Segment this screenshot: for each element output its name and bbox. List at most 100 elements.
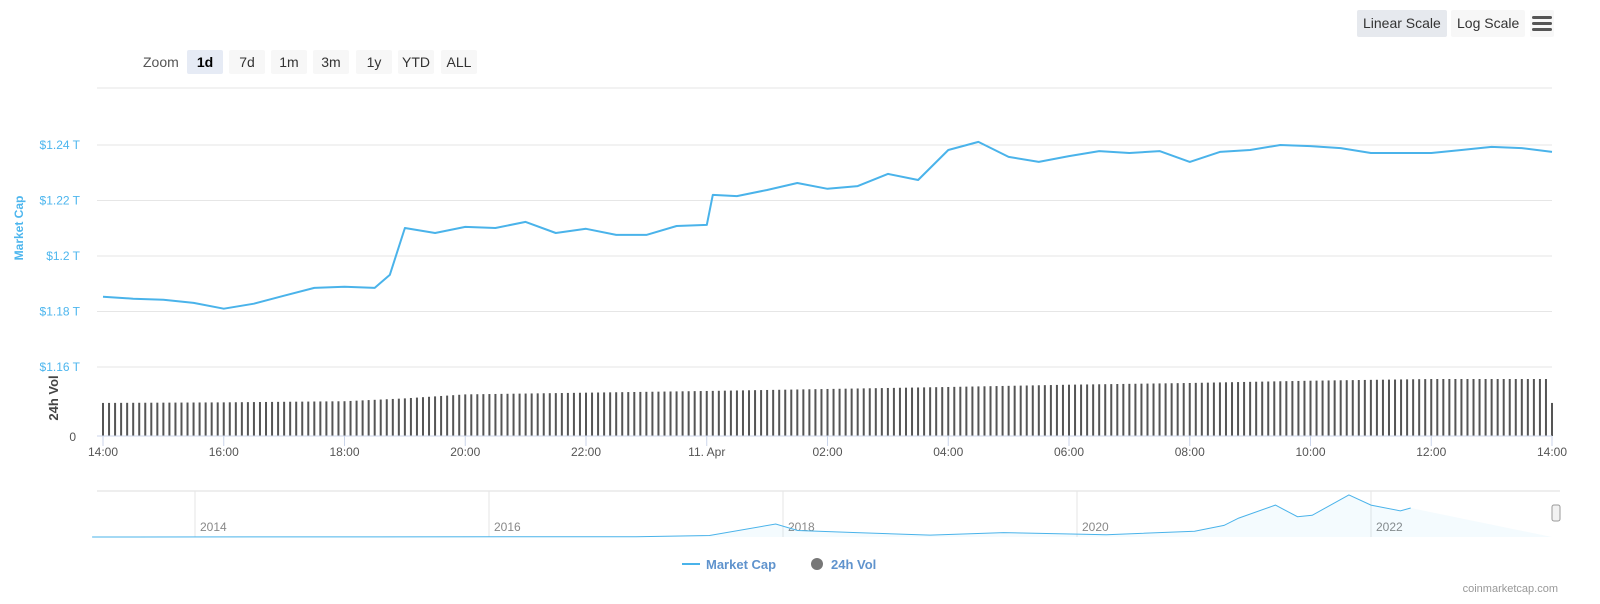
volume-bar	[186, 402, 189, 436]
hamburger-menu-icon[interactable]	[1530, 10, 1554, 37]
volume-bar	[500, 393, 503, 436]
volume-bar	[307, 401, 310, 436]
volume-bar	[428, 396, 431, 436]
volume-bar	[228, 402, 231, 436]
zoom-button-ytd[interactable]: YTD	[398, 50, 434, 74]
volume-bar	[1255, 381, 1258, 436]
volume-bar	[838, 388, 841, 436]
volume-bar	[1261, 381, 1264, 436]
volume-bar	[222, 402, 225, 436]
volume-bar	[1049, 385, 1052, 436]
x-tick-label: 04:00	[933, 445, 963, 459]
volume-bar	[820, 389, 823, 436]
volume-bar	[862, 388, 865, 436]
volume-bar	[1055, 384, 1058, 436]
volume-bar	[409, 397, 412, 436]
volume-bar	[470, 394, 473, 436]
volume-bar	[971, 386, 974, 436]
volume-bar	[1116, 384, 1119, 436]
volume-bar	[313, 401, 316, 436]
volume-bar	[959, 386, 962, 436]
zoom-button-3m[interactable]: 3m	[313, 50, 349, 74]
volume-bar	[132, 402, 135, 436]
volume-bar	[1544, 379, 1547, 436]
volume-bar	[681, 391, 684, 436]
volume-bar	[1098, 384, 1101, 436]
volume-bar	[729, 390, 732, 436]
legend-volume[interactable]: 24h Vol	[831, 557, 876, 572]
volume-bar	[603, 392, 606, 436]
volume-bar	[597, 392, 600, 436]
volume-bar	[850, 388, 853, 436]
volume-bar	[578, 392, 581, 436]
volume-bar	[319, 401, 322, 436]
x-tick-label: 20:00	[450, 445, 480, 459]
volume-bar	[856, 388, 859, 436]
volume-bar	[880, 388, 883, 436]
zoom-button-all[interactable]: ALL	[441, 50, 477, 74]
volume-bar	[1412, 379, 1415, 436]
volume-bar	[367, 400, 370, 436]
volume-bar	[1339, 380, 1342, 436]
volume-bar	[1122, 383, 1125, 436]
credit-link[interactable]: coinmarketcap.com	[1462, 583, 1558, 595]
y2-axis-title: 24h Vol	[46, 375, 61, 420]
volume-bar	[917, 387, 920, 436]
volume-bar	[1321, 380, 1324, 436]
zoom-button-1d[interactable]: 1d	[187, 50, 223, 74]
volume-bar	[1351, 380, 1354, 436]
volume-bar	[210, 402, 213, 436]
volume-bar	[1025, 385, 1028, 436]
volume-bar	[434, 396, 437, 436]
volume-bar	[1297, 380, 1300, 436]
volume-bar	[796, 389, 799, 436]
volume-bar	[180, 402, 183, 436]
volume-bar	[240, 402, 243, 436]
volume-bar	[144, 402, 147, 436]
zoom-button-1y[interactable]: 1y	[356, 50, 392, 74]
zoom-button-1m[interactable]: 1m	[271, 50, 307, 74]
volume-bar	[1369, 379, 1372, 436]
volume-bar	[246, 402, 249, 436]
volume-bar	[1418, 379, 1421, 436]
volume-bar	[663, 391, 666, 436]
legend-market-cap[interactable]: Market Cap	[706, 557, 776, 572]
linear-scale-button[interactable]: Linear Scale	[1357, 10, 1447, 37]
volume-bar	[325, 401, 328, 436]
x-tick-label: 02:00	[812, 445, 842, 459]
volume-bar	[754, 390, 757, 436]
zoom-button-7d[interactable]: 7d	[229, 50, 265, 74]
volume-bar	[1188, 382, 1191, 436]
volume-bar	[911, 387, 914, 436]
volume-bar	[723, 390, 726, 436]
volume-bar	[1176, 383, 1179, 436]
volume-bar	[1514, 379, 1517, 436]
volume-bar	[1472, 379, 1475, 436]
volume-bar	[150, 402, 153, 436]
volume-bar	[947, 386, 950, 436]
volume-bar	[609, 392, 612, 436]
volume-bar	[138, 402, 141, 436]
volume-bar	[258, 402, 261, 436]
log-scale-button[interactable]: Log Scale	[1451, 10, 1526, 37]
volume-bar	[766, 389, 769, 436]
volume-bar	[1454, 379, 1457, 436]
navigator[interactable]	[97, 491, 1552, 537]
volume-bar	[711, 390, 714, 436]
volume-bar	[1200, 382, 1203, 436]
x-tick-label: 11. Apr	[688, 445, 725, 459]
volume-bar	[808, 389, 811, 436]
volume-bar	[935, 387, 938, 436]
x-tick-label: 18:00	[329, 445, 359, 459]
volume-bar	[989, 386, 992, 436]
volume-bar	[174, 402, 177, 436]
volume-bar	[1496, 379, 1499, 436]
navigator-handle[interactable]	[1551, 504, 1561, 522]
volume-bar	[506, 393, 509, 436]
volume-bar	[343, 401, 346, 436]
volume-bar	[1001, 385, 1004, 436]
volume-bar	[494, 393, 497, 436]
volume-bar	[403, 398, 406, 436]
volume-bar	[1218, 382, 1221, 436]
volume-bar	[120, 402, 123, 436]
